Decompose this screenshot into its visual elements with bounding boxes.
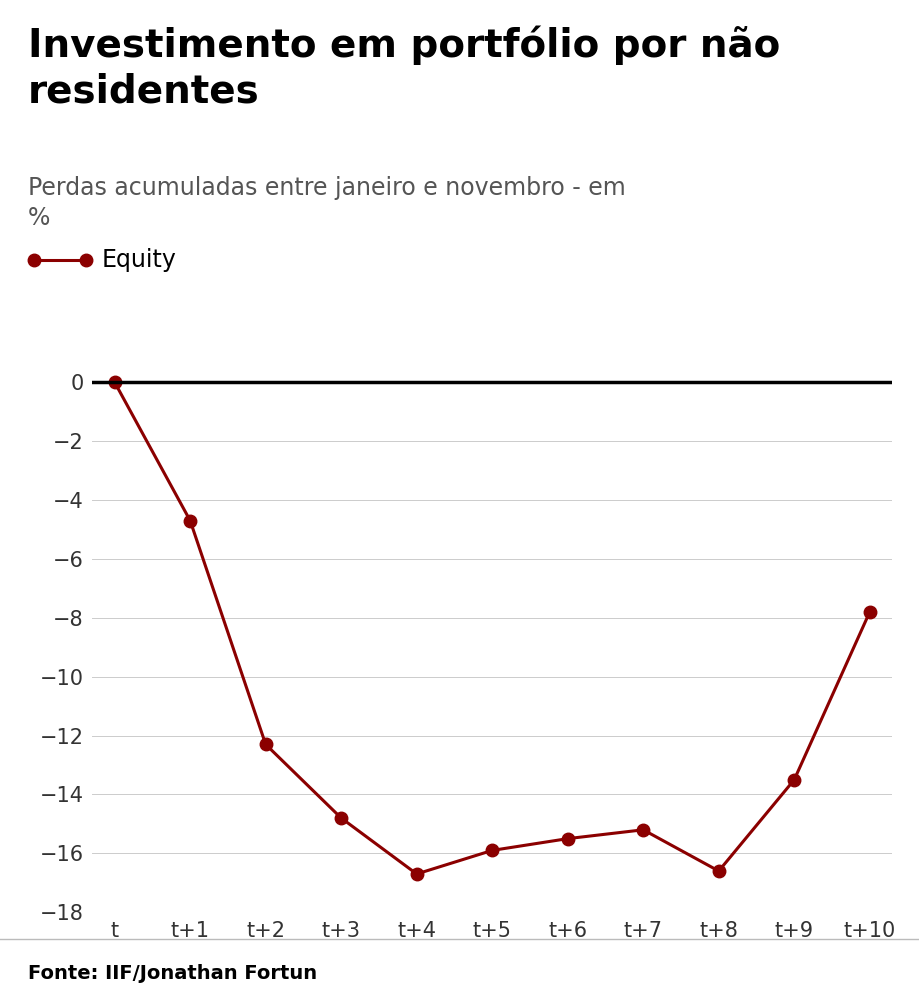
- Text: Perdas acumuladas entre janeiro e novembro - em
%: Perdas acumuladas entre janeiro e novemb…: [28, 176, 625, 230]
- Text: Equity: Equity: [101, 248, 176, 272]
- Text: C: C: [864, 964, 879, 984]
- Text: B: B: [824, 964, 841, 984]
- Text: Investimento em portfólio por não
residentes: Investimento em portfólio por não reside…: [28, 25, 779, 110]
- Text: Fonte: IIF/Jonathan Fortun: Fonte: IIF/Jonathan Fortun: [28, 965, 316, 983]
- Text: B: B: [786, 964, 802, 984]
